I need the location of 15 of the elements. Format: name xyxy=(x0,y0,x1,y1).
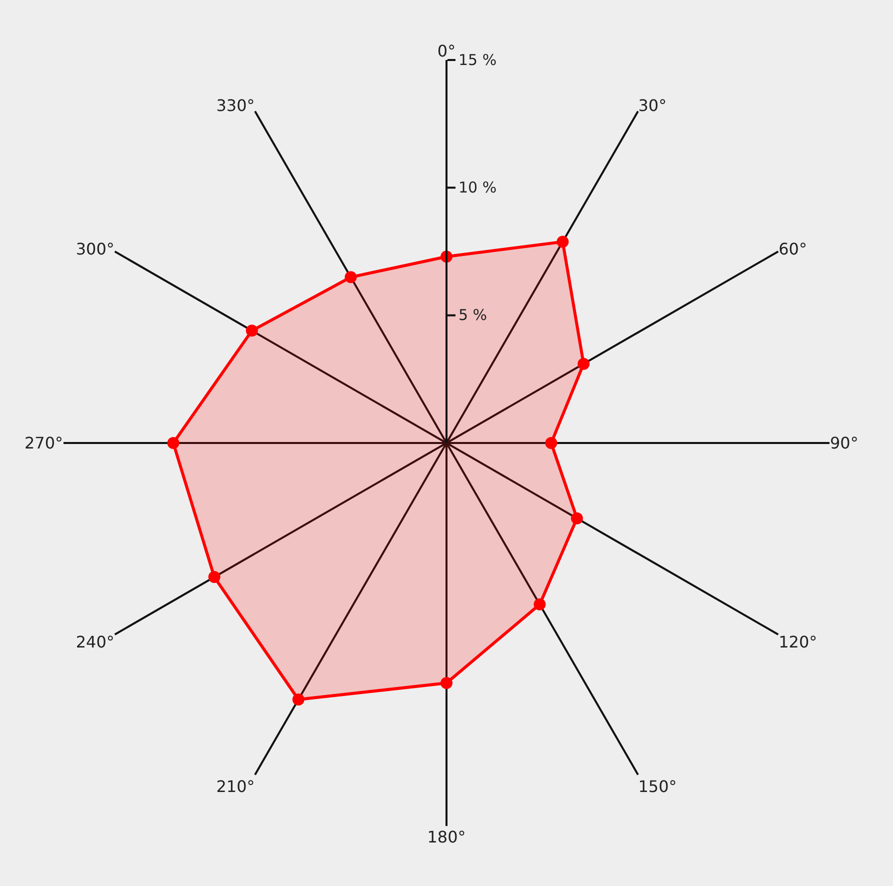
spoke-label: 30° xyxy=(638,96,667,115)
spoke-label: 240° xyxy=(76,632,114,652)
spoke-label: 120° xyxy=(778,632,818,652)
spoke-label: 210° xyxy=(216,776,255,796)
spoke-label: 270° xyxy=(24,434,63,453)
y-tick-label: 15 % xyxy=(458,50,497,69)
spoke-label: 60° xyxy=(778,240,807,258)
spoke-label: 0° xyxy=(437,41,456,60)
spoke-label: 150° xyxy=(638,776,677,796)
spoke-label: 330° xyxy=(216,96,255,115)
y-tick-label: 10 % xyxy=(458,178,497,197)
spoke-label: 300° xyxy=(76,240,114,258)
spoke-label: 90° xyxy=(830,434,858,453)
y-tick-label: 5 % xyxy=(458,306,488,324)
spoke-label: 180° xyxy=(427,828,466,846)
